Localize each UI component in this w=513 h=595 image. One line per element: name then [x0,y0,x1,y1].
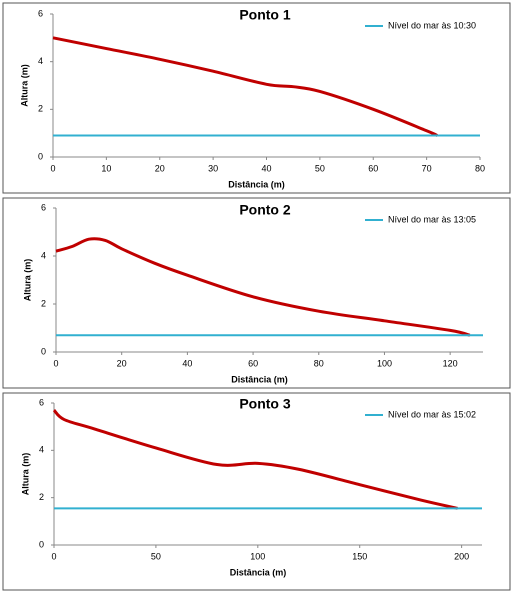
x-axis-title: Distância (m) [228,179,285,189]
legend-label: Nível do mar às 13:05 [388,214,476,224]
chart-title: Ponto 2 [239,202,291,218]
x-tick-label: 0 [53,358,58,368]
series-line [52,409,458,510]
x-tick-label: 120 [443,358,458,368]
x-tick-label: 20 [117,358,127,368]
y-tick-label: 0 [39,539,44,549]
y-tick-label: 2 [41,298,46,308]
x-tick-label: 150 [352,551,367,561]
panel-frame [2,2,511,194]
x-tick-label: 70 [422,163,432,173]
x-tick-label: 50 [151,551,161,561]
y-axis-title: Altura (m) [20,453,30,496]
y-axis-title: Altura (m) [22,259,32,302]
x-tick-label: 60 [368,163,378,173]
x-tick-label: 0 [50,163,55,173]
y-tick-label: 6 [38,8,43,18]
y-tick-label: 6 [41,202,46,212]
y-tick-label: 0 [41,346,46,356]
panel-frame [2,197,511,389]
x-tick-label: 200 [454,551,469,561]
chart-title: Ponto 3 [239,396,291,412]
x-tick-label: 40 [261,163,271,173]
x-tick-label: 50 [315,163,325,173]
panel-frame [2,392,511,591]
legend-label: Nível do mar às 15:02 [388,409,476,419]
series-line [52,36,438,137]
x-tick-label: 10 [101,163,111,173]
y-tick-label: 6 [39,397,44,407]
x-tick-label: 0 [51,551,56,561]
y-tick-label: 4 [39,445,44,455]
y-tick-label: 2 [39,492,44,502]
chart-title: Ponto 1 [239,7,291,23]
x-tick-label: 20 [155,163,165,173]
x-axis-title: Distância (m) [231,374,288,384]
x-tick-label: 80 [314,358,324,368]
y-tick-label: 2 [38,104,43,114]
x-tick-label: 30 [208,163,218,173]
y-axis-title: Altura (m) [19,64,29,107]
x-tick-label: 80 [475,163,485,173]
x-tick-label: 60 [248,358,258,368]
y-tick-label: 4 [38,56,43,66]
y-tick-label: 4 [41,250,46,260]
x-tick-label: 100 [377,358,392,368]
x-axis-title: Distância (m) [230,567,287,577]
series-line [55,237,471,337]
legend-label: Nível do mar às 10:30 [388,20,476,30]
x-tick-label: 100 [250,551,265,561]
y-tick-label: 0 [38,151,43,161]
x-tick-label: 40 [182,358,192,368]
